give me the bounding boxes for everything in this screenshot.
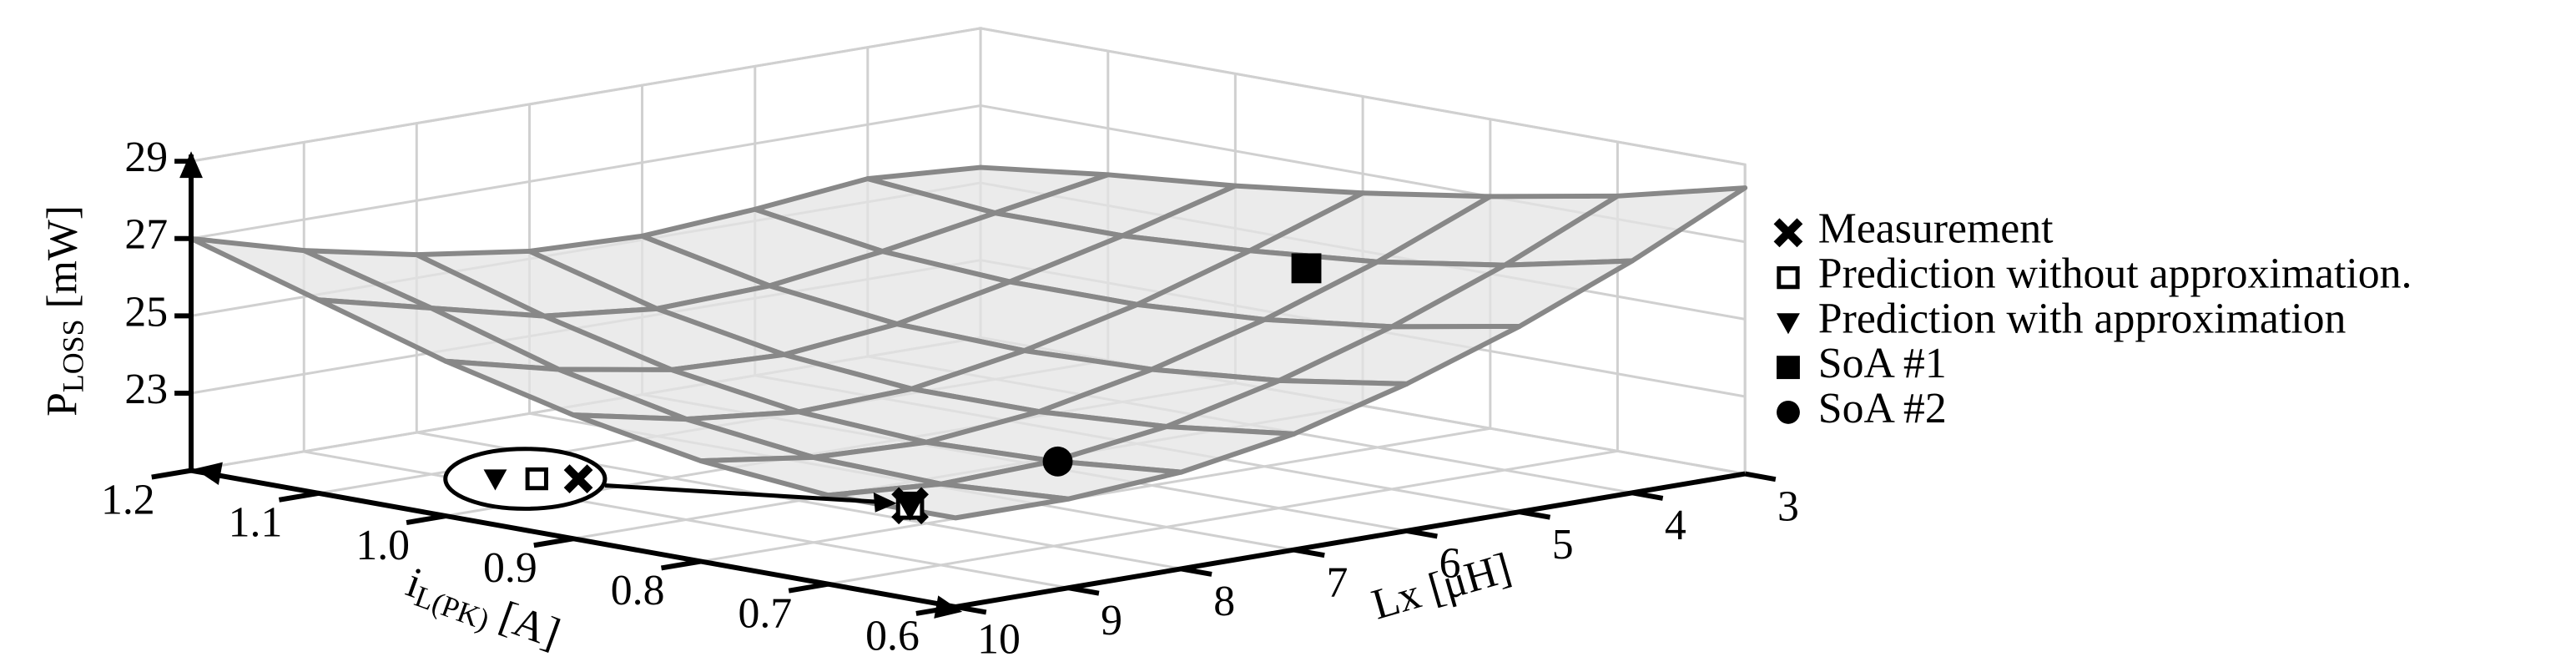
axis-arrow <box>194 462 223 485</box>
marker <box>1777 313 1800 335</box>
y-tick-label: 0.7 <box>738 589 792 637</box>
surface-cell <box>825 481 1071 521</box>
z-tick-label: 25 <box>124 288 168 336</box>
legend-label: Prediction without approximation. <box>1818 250 2412 297</box>
axes: 3456789100.60.70.80.91.01.11.223252729PL… <box>39 134 1799 664</box>
marker <box>525 467 548 491</box>
y-tick-label: 1.2 <box>101 476 155 523</box>
legend-label: SoA #2 <box>1818 385 1947 432</box>
marker <box>895 493 925 521</box>
annotation-symbols <box>483 464 897 513</box>
plot-area: 3456789100.60.70.80.91.01.11.223252729PL… <box>39 27 2412 664</box>
y-tick-label: 1.0 <box>355 522 410 569</box>
x-tick <box>1519 509 1551 520</box>
surface <box>189 164 1748 521</box>
marker <box>1042 446 1073 477</box>
axis-title-part: [A] <box>483 589 566 658</box>
axis-title-part: P <box>39 392 87 417</box>
z-tick-label: 23 <box>124 366 168 413</box>
x-tick-label: 8 <box>1213 578 1235 625</box>
x-tick <box>1067 585 1100 596</box>
marker <box>563 464 593 493</box>
x-tick <box>1293 547 1325 558</box>
y-tick-label: 0.6 <box>865 613 920 660</box>
axis-title-part: [mW] <box>39 205 87 320</box>
x-tick-label: 7 <box>1326 558 1348 606</box>
y-tick <box>660 558 702 571</box>
annotation-arrow <box>604 483 887 505</box>
x-tick-label: 3 <box>1777 483 1799 530</box>
y-tick-label: 0.9 <box>483 544 537 592</box>
marker <box>483 469 507 491</box>
x-tick-label: 5 <box>1552 521 1574 568</box>
axis-title-part: L(PK) <box>411 579 494 637</box>
marker <box>1777 400 1800 424</box>
x-tick-label: 4 <box>1665 502 1686 549</box>
markers <box>891 253 1322 525</box>
axis-title-part: LOSS <box>57 319 90 392</box>
x-axis <box>955 471 1746 609</box>
grid-line <box>190 27 1746 166</box>
x-tick <box>1744 471 1777 483</box>
y-tick <box>278 490 320 503</box>
marker <box>1773 218 1803 248</box>
y-tick <box>915 604 956 616</box>
marker <box>1291 253 1322 284</box>
y-tick <box>788 581 829 594</box>
z-tick-label: 29 <box>124 134 168 181</box>
y-tick-label: 1.1 <box>229 499 283 547</box>
x-tick-label: 6 <box>1439 540 1461 588</box>
x-tick-label: 9 <box>1101 597 1122 644</box>
legend-label: Measurement <box>1818 205 2054 253</box>
axis-title-part: [μH] <box>1413 544 1516 616</box>
y-tick <box>406 513 446 525</box>
x-tick-label: 10 <box>977 616 1021 664</box>
y-tick <box>533 536 574 548</box>
annotation-arrowhead <box>873 492 897 513</box>
annotation-bubble <box>443 447 607 511</box>
legend-label: SoA #1 <box>1818 340 1947 387</box>
axis-title: PLOSS [mW] <box>39 205 90 417</box>
x-tick <box>1406 528 1438 539</box>
z-tick-label: 27 <box>124 211 168 259</box>
x-tick <box>1180 566 1212 577</box>
axis-arrow <box>179 151 203 179</box>
y-tick <box>151 467 192 480</box>
y-tick-label: 0.8 <box>611 567 665 614</box>
marker <box>1777 356 1800 380</box>
x-tick <box>1631 490 1664 501</box>
marker <box>1777 265 1800 290</box>
x-tick <box>955 604 987 615</box>
legend-label: Prediction with approximation <box>1818 295 2347 342</box>
